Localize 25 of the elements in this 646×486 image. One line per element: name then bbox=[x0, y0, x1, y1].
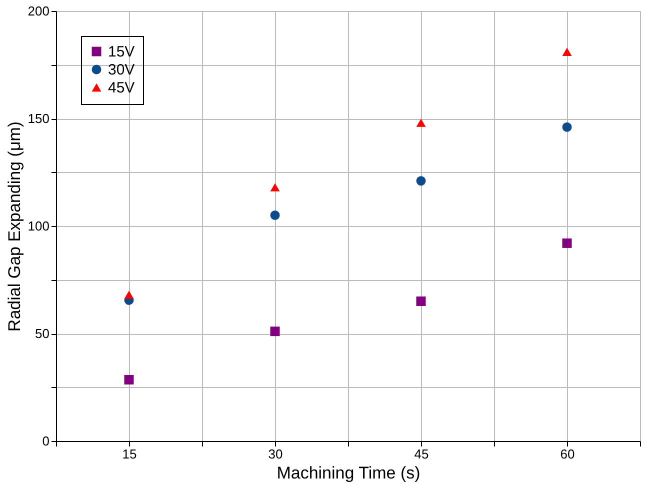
x-tick-label: 15 bbox=[122, 446, 137, 462]
x-tick-label: 45 bbox=[414, 446, 429, 462]
point bbox=[124, 374, 134, 384]
x-tick-label: 60 bbox=[560, 446, 575, 462]
point bbox=[416, 176, 426, 186]
legend-label: 15V bbox=[108, 44, 135, 60]
point bbox=[562, 122, 572, 132]
point bbox=[124, 290, 134, 299]
point bbox=[270, 210, 280, 220]
y-tick-label: 0 bbox=[42, 434, 50, 448]
legend-label: 45V bbox=[108, 80, 135, 96]
point bbox=[270, 326, 280, 336]
y-axis-title: Radial Gap Expanding (μm) bbox=[4, 121, 24, 332]
y-tick-label: 150 bbox=[28, 111, 50, 126]
y-tick-label: 200 bbox=[28, 4, 50, 18]
y-tick-label: 100 bbox=[28, 218, 50, 234]
point bbox=[416, 118, 426, 127]
point bbox=[416, 296, 426, 306]
point bbox=[270, 183, 280, 192]
x-axis-title: Machining Time (s) bbox=[276, 464, 420, 482]
y-tick-label: 50 bbox=[35, 326, 50, 341]
x-tick-label: 30 bbox=[268, 446, 283, 462]
point bbox=[562, 48, 572, 56]
legend-label: 30V bbox=[108, 62, 135, 78]
point bbox=[562, 238, 572, 248]
